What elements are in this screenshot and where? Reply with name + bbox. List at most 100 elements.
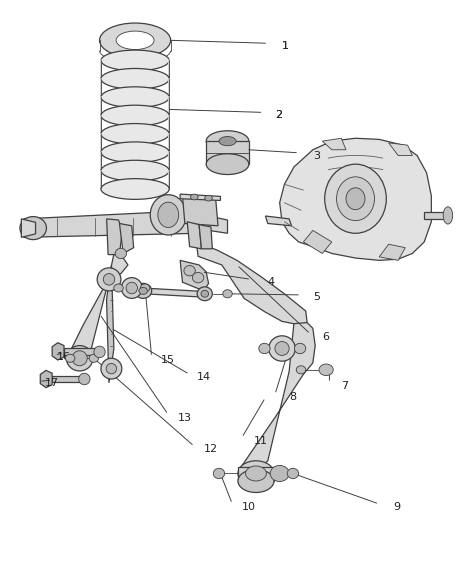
Polygon shape bbox=[303, 230, 332, 253]
Ellipse shape bbox=[443, 207, 453, 224]
Ellipse shape bbox=[101, 142, 169, 162]
Ellipse shape bbox=[205, 195, 212, 201]
Ellipse shape bbox=[79, 373, 90, 385]
Ellipse shape bbox=[65, 354, 75, 362]
Ellipse shape bbox=[101, 179, 169, 199]
Text: 5: 5 bbox=[313, 292, 320, 302]
Polygon shape bbox=[142, 288, 205, 297]
Ellipse shape bbox=[325, 164, 386, 233]
Ellipse shape bbox=[206, 131, 249, 151]
Text: 1: 1 bbox=[282, 41, 289, 51]
Text: 13: 13 bbox=[178, 412, 192, 423]
Text: 8: 8 bbox=[289, 392, 296, 403]
Text: 2: 2 bbox=[275, 110, 282, 120]
Ellipse shape bbox=[121, 278, 142, 298]
Polygon shape bbox=[64, 348, 100, 355]
Polygon shape bbox=[379, 244, 405, 260]
Text: 6: 6 bbox=[322, 332, 329, 342]
Ellipse shape bbox=[72, 351, 87, 366]
Text: 12: 12 bbox=[204, 444, 218, 454]
Text: 10: 10 bbox=[242, 502, 256, 512]
Ellipse shape bbox=[201, 290, 209, 297]
Ellipse shape bbox=[294, 343, 306, 354]
Ellipse shape bbox=[135, 283, 152, 298]
Polygon shape bbox=[206, 141, 249, 164]
Ellipse shape bbox=[100, 23, 171, 58]
Ellipse shape bbox=[287, 468, 299, 479]
Polygon shape bbox=[107, 265, 114, 383]
Ellipse shape bbox=[346, 188, 365, 210]
Ellipse shape bbox=[319, 364, 333, 376]
Ellipse shape bbox=[197, 287, 212, 301]
Ellipse shape bbox=[101, 358, 122, 379]
Polygon shape bbox=[180, 260, 209, 291]
Text: 11: 11 bbox=[254, 435, 268, 446]
Ellipse shape bbox=[275, 342, 289, 355]
Ellipse shape bbox=[101, 124, 169, 144]
Ellipse shape bbox=[246, 466, 266, 481]
Ellipse shape bbox=[296, 366, 306, 374]
Polygon shape bbox=[197, 245, 307, 328]
Ellipse shape bbox=[115, 248, 127, 259]
Text: 3: 3 bbox=[313, 150, 320, 161]
Polygon shape bbox=[389, 143, 412, 156]
Ellipse shape bbox=[184, 266, 195, 276]
Polygon shape bbox=[265, 216, 292, 226]
Ellipse shape bbox=[66, 346, 93, 371]
Ellipse shape bbox=[269, 336, 295, 361]
Polygon shape bbox=[424, 212, 448, 219]
Ellipse shape bbox=[94, 346, 105, 358]
Ellipse shape bbox=[192, 272, 204, 283]
Polygon shape bbox=[21, 219, 36, 237]
Text: 16: 16 bbox=[57, 352, 71, 362]
Polygon shape bbox=[322, 138, 346, 150]
Polygon shape bbox=[24, 210, 228, 237]
Polygon shape bbox=[199, 225, 212, 249]
Ellipse shape bbox=[150, 195, 186, 235]
Ellipse shape bbox=[238, 461, 274, 486]
Polygon shape bbox=[238, 467, 274, 481]
Ellipse shape bbox=[101, 105, 169, 126]
Ellipse shape bbox=[106, 363, 117, 374]
Ellipse shape bbox=[101, 87, 169, 108]
Ellipse shape bbox=[139, 287, 147, 294]
Text: 1: 1 bbox=[282, 41, 289, 51]
Ellipse shape bbox=[101, 160, 169, 181]
Polygon shape bbox=[107, 219, 122, 255]
Polygon shape bbox=[52, 343, 64, 360]
Ellipse shape bbox=[238, 469, 274, 492]
Polygon shape bbox=[69, 255, 128, 366]
Ellipse shape bbox=[213, 468, 225, 479]
Ellipse shape bbox=[337, 177, 374, 221]
Ellipse shape bbox=[270, 465, 289, 482]
Text: 3: 3 bbox=[313, 150, 320, 161]
Polygon shape bbox=[280, 138, 431, 260]
Text: 14: 14 bbox=[197, 372, 211, 382]
Ellipse shape bbox=[140, 284, 150, 292]
Polygon shape bbox=[182, 196, 218, 226]
Ellipse shape bbox=[101, 69, 169, 89]
Ellipse shape bbox=[126, 287, 136, 295]
Ellipse shape bbox=[97, 268, 121, 291]
Text: 7: 7 bbox=[341, 381, 348, 391]
Ellipse shape bbox=[114, 284, 123, 292]
Polygon shape bbox=[239, 323, 315, 481]
Polygon shape bbox=[52, 376, 84, 382]
Ellipse shape bbox=[158, 202, 179, 228]
Ellipse shape bbox=[191, 194, 198, 200]
Ellipse shape bbox=[126, 282, 137, 294]
Text: 17: 17 bbox=[45, 378, 59, 388]
Ellipse shape bbox=[20, 217, 46, 240]
Text: 15: 15 bbox=[161, 355, 175, 365]
Polygon shape bbox=[180, 194, 220, 200]
Ellipse shape bbox=[219, 137, 236, 146]
Ellipse shape bbox=[101, 50, 169, 71]
Ellipse shape bbox=[206, 154, 249, 175]
Text: 9: 9 bbox=[393, 502, 401, 512]
Text: 4: 4 bbox=[268, 277, 275, 287]
Polygon shape bbox=[119, 223, 134, 253]
Text: 2: 2 bbox=[275, 110, 282, 120]
Ellipse shape bbox=[259, 343, 270, 354]
Ellipse shape bbox=[223, 290, 232, 298]
Polygon shape bbox=[187, 222, 201, 249]
